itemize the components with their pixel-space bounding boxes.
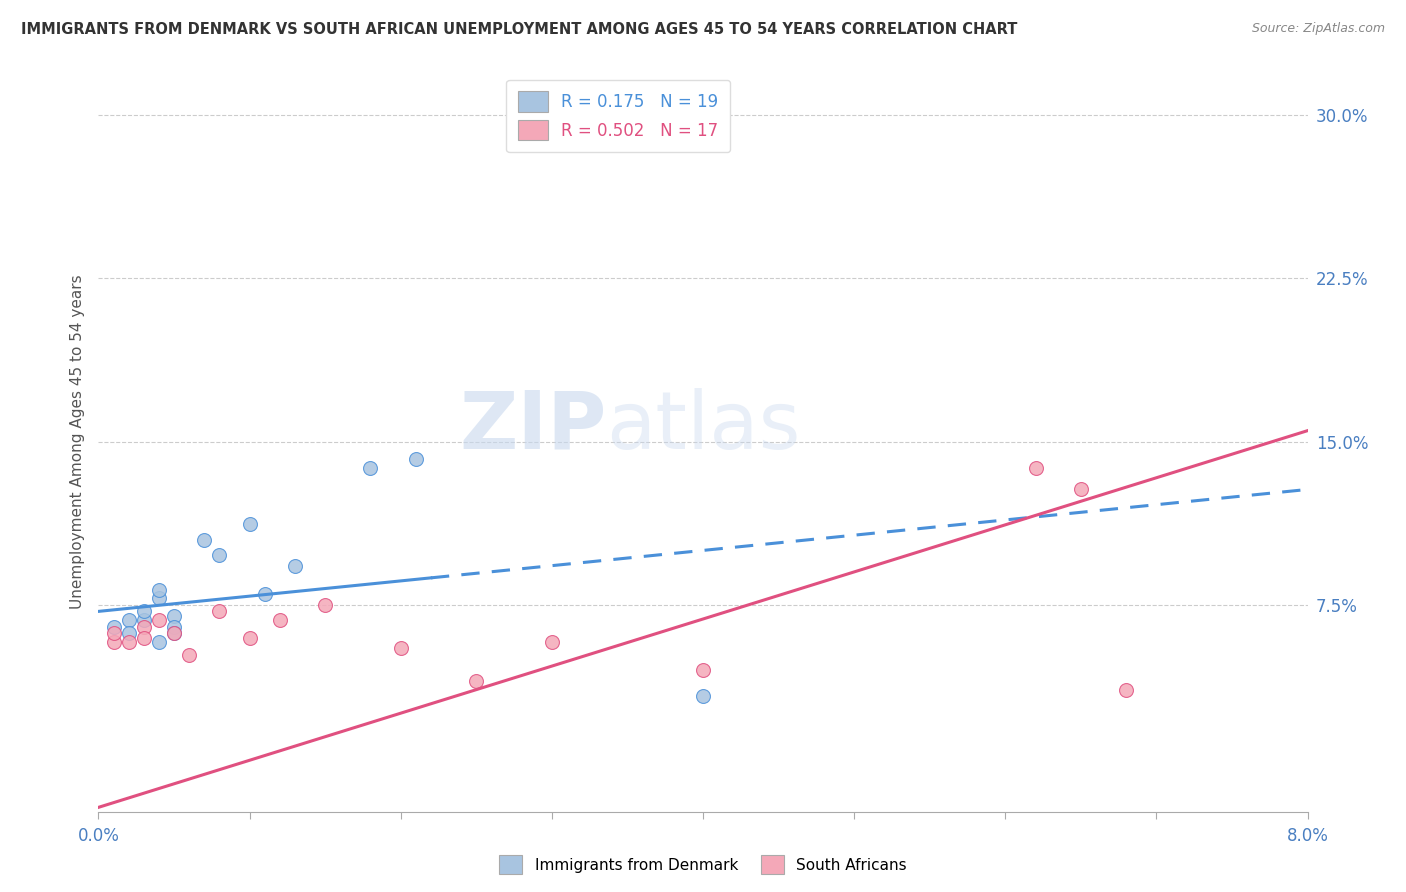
Point xyxy=(239,631,262,645)
Point xyxy=(163,608,186,623)
Point xyxy=(132,613,155,627)
Point xyxy=(193,533,215,547)
Point xyxy=(163,626,186,640)
Point xyxy=(1025,460,1047,475)
Text: Source: ZipAtlas.com: Source: ZipAtlas.com xyxy=(1251,22,1385,36)
Point xyxy=(239,517,262,532)
Point xyxy=(284,558,307,573)
Point xyxy=(179,648,201,662)
Point xyxy=(132,604,155,618)
Text: atlas: atlas xyxy=(606,388,800,466)
Point xyxy=(360,460,382,475)
Point xyxy=(269,613,291,627)
Point xyxy=(132,619,155,633)
Text: ZIP: ZIP xyxy=(458,388,606,466)
Point xyxy=(103,635,125,649)
Y-axis label: Unemployment Among Ages 45 to 54 years: Unemployment Among Ages 45 to 54 years xyxy=(69,274,84,609)
Point xyxy=(405,452,427,467)
Point xyxy=(148,591,170,606)
Point xyxy=(148,582,170,597)
Text: IMMIGRANTS FROM DENMARK VS SOUTH AFRICAN UNEMPLOYMENT AMONG AGES 45 TO 54 YEARS : IMMIGRANTS FROM DENMARK VS SOUTH AFRICAN… xyxy=(21,22,1018,37)
Point xyxy=(1115,682,1137,697)
Point xyxy=(132,631,155,645)
Point xyxy=(103,626,125,640)
Point xyxy=(118,635,141,649)
Point xyxy=(389,641,412,656)
Point xyxy=(253,587,276,601)
Point xyxy=(465,674,488,689)
Point xyxy=(1070,483,1092,497)
Point xyxy=(118,626,141,640)
Point xyxy=(540,635,562,649)
Point xyxy=(118,613,141,627)
Point xyxy=(163,619,186,633)
Point xyxy=(148,635,170,649)
Legend: R = 0.175   N = 19, R = 0.502   N = 17: R = 0.175 N = 19, R = 0.502 N = 17 xyxy=(506,79,730,152)
Point xyxy=(163,626,186,640)
Point xyxy=(208,604,231,618)
Point xyxy=(692,690,714,704)
Point xyxy=(692,663,714,677)
Legend: Immigrants from Denmark, South Africans: Immigrants from Denmark, South Africans xyxy=(494,849,912,880)
Point xyxy=(148,613,170,627)
Point xyxy=(208,548,231,562)
Point xyxy=(103,619,125,633)
Point xyxy=(314,598,336,612)
